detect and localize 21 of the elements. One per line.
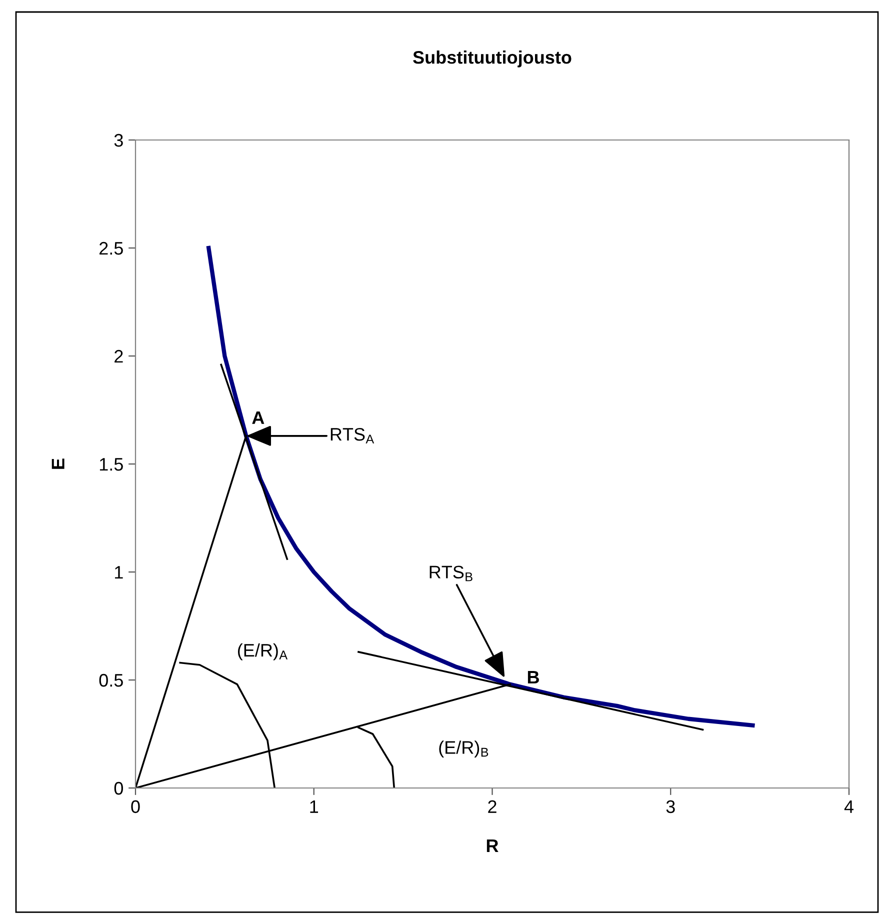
x-tick-label: 1: [310, 800, 318, 813]
y-tick-label: 0.5: [99, 674, 123, 687]
y-tick-label: 3: [114, 134, 123, 147]
x-tick-label: 3: [666, 800, 675, 814]
annotation: A: [252, 412, 264, 424]
annotation: (E/R)$_{A}$: [238, 643, 288, 660]
x-tick-label: 0: [131, 800, 140, 814]
x-tick-label: 2: [488, 800, 496, 813]
annotation: RTS$_{B}$: [430, 566, 472, 582]
annotation: RTS$_{A}$: [330, 428, 374, 444]
y-tick-label: 1: [115, 566, 123, 579]
y-tick-label: 2: [114, 350, 123, 363]
y-axis-title: E: [52, 458, 64, 469]
x-axis-title: R: [486, 840, 498, 852]
y-tick-label: 1.5: [100, 458, 123, 471]
chart-title: Substituutiojousto: [413, 50, 572, 68]
y-tick-label: 2.5: [100, 242, 123, 255]
annotation: B: [528, 671, 539, 684]
annotation: (E/R)$_{B}$: [439, 740, 488, 758]
x-tick-label: 4: [844, 800, 854, 813]
y-tick-label: 0: [114, 782, 123, 795]
